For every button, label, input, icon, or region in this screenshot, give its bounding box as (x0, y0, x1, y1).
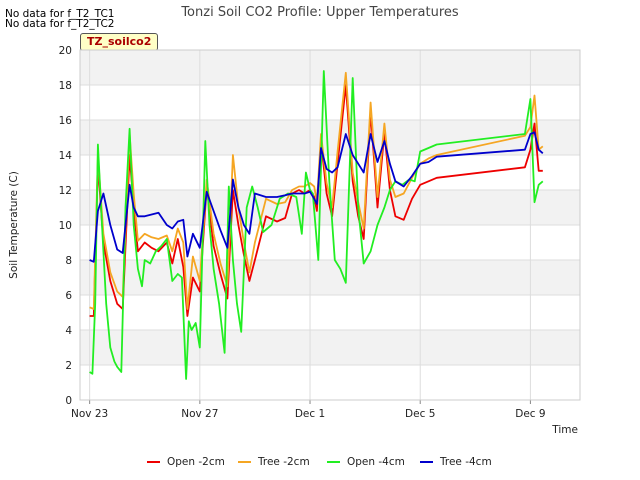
y-tick-label: 18 (59, 80, 72, 92)
grid-bands (80, 50, 580, 365)
legend-label-2: Open -4cm (347, 456, 405, 468)
legend-label-3: Tree -4cm (439, 456, 492, 468)
y-axis-label: Soil Temperature (C) (8, 171, 20, 279)
site-badge: TZ_soilco2 (80, 33, 159, 51)
grid-band (80, 50, 580, 85)
legend-label-0: Open -2cm (167, 456, 225, 468)
series-line-1 (89, 71, 544, 310)
legend-label-1: Tree -2cm (257, 456, 310, 468)
y-tick-label: 4 (65, 325, 72, 337)
series-line-2 (89, 70, 544, 380)
x-tick-label: Dec 9 (515, 408, 545, 420)
y-tick-label: 14 (59, 150, 73, 162)
no-data-note-1: No data for f_T2_TC1 (5, 8, 115, 20)
series-line-3 (89, 131, 544, 263)
x-tick-label: Nov 23 (71, 408, 108, 420)
y-tick-label: 2 (65, 360, 72, 372)
axes: 0 2 4 6 8 10 12 14 16 18 20 Nov 23 Nov 27 Dec 1 Dec 5 D… (59, 45, 581, 420)
y-tick-label: 20 (59, 45, 72, 57)
series-line-0 (89, 84, 543, 317)
y-tick-label: 12 (59, 185, 72, 197)
grid-band (80, 330, 580, 365)
x-tick-label: Dec 1 (295, 408, 325, 420)
plot-border (79, 49, 581, 401)
y-tick-label: 16 (59, 115, 73, 127)
y-tick-label: 6 (65, 290, 72, 302)
no-data-note-2: No data for f_T2_TC2 (5, 18, 115, 30)
legend: Open -2cm Tree -2cm Open -4cm Tree -4cm (147, 456, 492, 468)
y-tick-label: 0 (65, 395, 72, 407)
chart-title: Tonzi Soil CO2 Profile: Upper Temperatur… (180, 5, 459, 20)
x-tick-label: Nov 27 (181, 408, 218, 420)
x-axis-label: Time (551, 424, 578, 436)
x-tick-label: Dec 5 (405, 408, 435, 420)
series-group (89, 70, 544, 380)
y-tick-label: 8 (65, 255, 72, 267)
grid-band (80, 120, 580, 155)
grid-band (80, 260, 580, 295)
y-tick-label: 10 (59, 220, 72, 232)
